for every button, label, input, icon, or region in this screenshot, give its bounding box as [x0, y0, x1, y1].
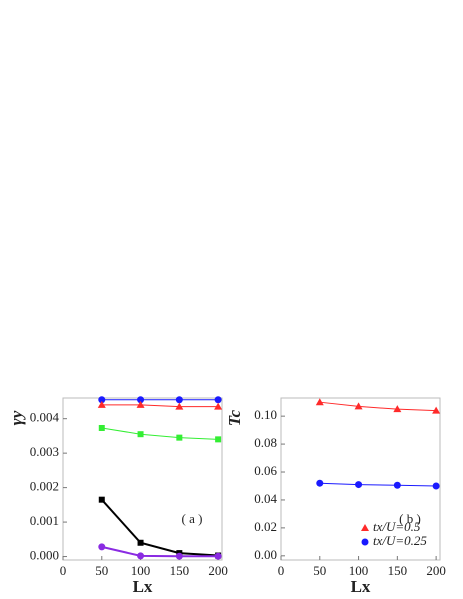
marker: [175, 396, 183, 404]
legend-label: tx/U=0.5: [373, 519, 421, 534]
x-tick-label: 150: [170, 563, 190, 578]
series-line: [101, 499, 219, 557]
x-tick-label: 100: [131, 563, 151, 578]
x-tick-label: 150: [388, 563, 408, 578]
annotation: ( a ): [182, 511, 203, 526]
x-tick-label: 0: [278, 563, 285, 578]
marker: [137, 396, 145, 404]
x-axis-label: Lx: [351, 577, 371, 596]
marker: [354, 402, 363, 410]
series-line: [101, 545, 219, 558]
x-axis-label: Lx: [133, 577, 153, 596]
marker: [137, 539, 144, 546]
marker: [136, 400, 145, 408]
marker: [137, 431, 144, 438]
marker: [393, 405, 402, 413]
x-tick-label: 50: [313, 563, 326, 578]
marker: [393, 481, 401, 489]
y-tick-label: 0.001: [30, 513, 59, 528]
series-line: [319, 401, 437, 412]
marker: [98, 396, 106, 404]
marker: [316, 479, 324, 487]
y-tick-label: 0.04: [254, 491, 277, 506]
y-tick-label: 0.06: [254, 463, 277, 478]
marker: [215, 436, 222, 443]
plot-area: [280, 397, 441, 561]
x-tick-label: 50: [95, 563, 108, 578]
y-tick-label: 0.00: [254, 547, 277, 562]
series-line: [319, 482, 437, 487]
y-tick-label: 0.10: [254, 407, 277, 422]
y-tick-label: 0.000: [30, 548, 59, 563]
legend-marker: [361, 538, 369, 546]
series-line: [101, 427, 219, 440]
marker: [355, 481, 363, 489]
marker: [98, 424, 105, 431]
y-tick-label: 0.002: [30, 479, 59, 494]
marker: [98, 543, 106, 551]
marker: [175, 552, 183, 560]
legend-label: tx/U=0.25: [373, 533, 427, 548]
y-tick-label: 0.003: [30, 444, 59, 459]
marker: [176, 434, 183, 441]
series-line: [101, 404, 219, 408]
x-tick-label: 100: [349, 563, 369, 578]
legend-marker: [361, 524, 369, 531]
marker: [315, 398, 324, 406]
y-axis-label: γy: [7, 410, 26, 425]
marker: [432, 406, 441, 414]
annotation: ( b ): [399, 511, 421, 526]
x-tick-label: 200: [208, 563, 228, 578]
x-tick-label: 0: [60, 563, 67, 578]
marker: [98, 496, 105, 503]
marker: [97, 400, 106, 408]
marker: [175, 402, 184, 410]
marker: [214, 402, 223, 410]
marker: [214, 552, 222, 560]
marker: [432, 482, 440, 490]
y-tick-label: 0.004: [30, 410, 60, 425]
y-tick-label: 0.02: [254, 519, 277, 534]
y-tick-label: 0.08: [254, 435, 277, 450]
marker: [214, 396, 222, 404]
x-tick-label: 200: [426, 563, 446, 578]
plot-area: [62, 397, 223, 561]
y-axis-label: Tc: [225, 409, 244, 426]
marker: [137, 552, 145, 560]
